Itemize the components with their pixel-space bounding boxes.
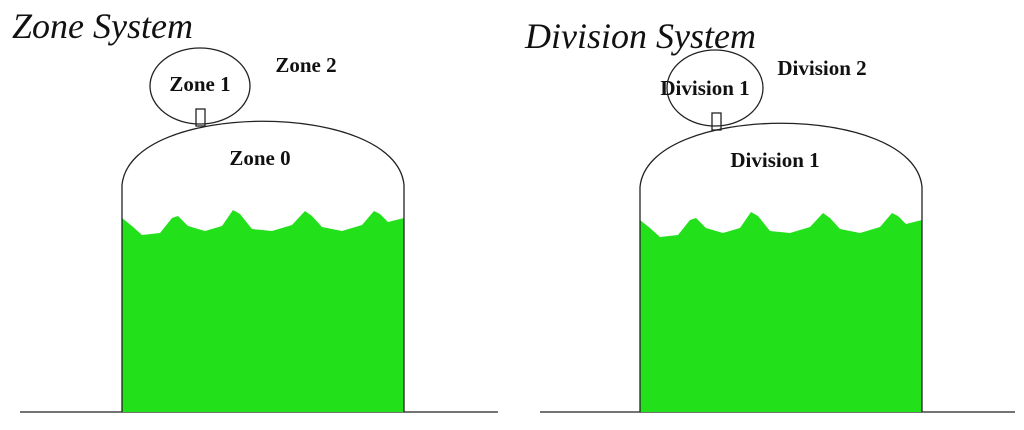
label: Division 1 [730, 148, 819, 172]
liquid [122, 210, 404, 412]
label: Division 2 [777, 56, 866, 80]
liquid [640, 212, 922, 412]
vent [711, 112, 722, 131]
vent [195, 108, 206, 127]
label: Zone 1 [169, 72, 230, 96]
label: Division 1 [660, 76, 749, 100]
vent-zone [149, 47, 251, 125]
zone-panel: Zone System Zone 1 Zone 2 Zone 0 [12, 6, 498, 413]
label: Zone 2 [275, 53, 336, 77]
tank [639, 122, 923, 412]
vent-zone [666, 49, 764, 127]
tank-group [639, 122, 923, 412]
panel-title: Division System [524, 16, 756, 56]
panel-title: Zone System [12, 6, 193, 46]
tank [121, 120, 405, 412]
label: Zone 0 [229, 146, 290, 170]
division-panel: Division System Division 1 Division 2 Di… [524, 16, 1015, 413]
